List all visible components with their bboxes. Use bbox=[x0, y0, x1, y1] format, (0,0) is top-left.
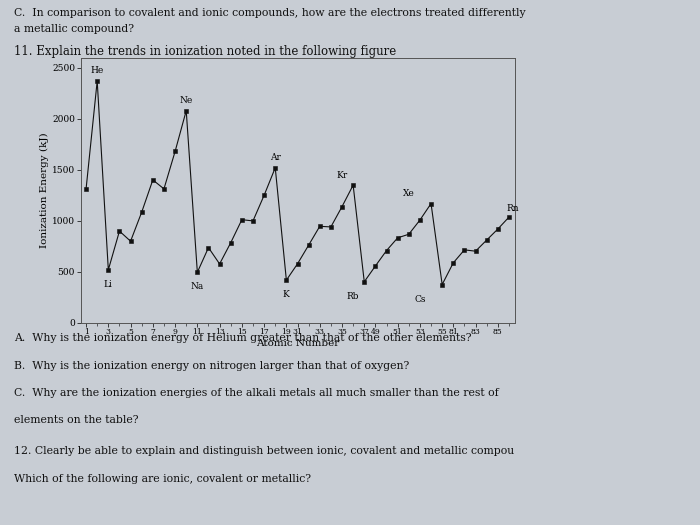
Text: Cs: Cs bbox=[414, 295, 426, 304]
Text: Ar: Ar bbox=[270, 153, 281, 162]
Text: Kr: Kr bbox=[337, 171, 348, 180]
Text: He: He bbox=[90, 66, 104, 76]
Text: Ne: Ne bbox=[180, 96, 193, 105]
Text: K: K bbox=[283, 290, 290, 299]
Text: Li: Li bbox=[104, 280, 113, 289]
Y-axis label: Ionization Energy (kJ): Ionization Energy (kJ) bbox=[40, 132, 49, 248]
Text: Rn: Rn bbox=[507, 204, 519, 213]
Text: C.  Why are the ionization energies of the alkali metals all much smaller than t: C. Why are the ionization energies of th… bbox=[14, 388, 498, 398]
Text: Rb: Rb bbox=[347, 292, 359, 301]
Text: Na: Na bbox=[190, 282, 204, 291]
Text: elements on the table?: elements on the table? bbox=[14, 415, 139, 425]
Text: a metallic compound?: a metallic compound? bbox=[14, 24, 134, 34]
Text: C.  In comparison to covalent and ionic compounds, how are the electrons treated: C. In comparison to covalent and ionic c… bbox=[14, 8, 526, 18]
Text: 11. Explain the trends in ionization noted in the following figure: 11. Explain the trends in ionization not… bbox=[14, 45, 396, 58]
Text: Xe: Xe bbox=[403, 189, 414, 198]
Text: 12. Clearly be able to explain and distinguish between ionic, covalent and metal: 12. Clearly be able to explain and disti… bbox=[14, 446, 514, 456]
Text: A.  Why is the ionization energy of Helium greater than that of the other elemen: A. Why is the ionization energy of Heliu… bbox=[14, 333, 472, 343]
X-axis label: Atomic Number: Atomic Number bbox=[256, 339, 339, 348]
Text: Which of the following are ionic, covalent or metallic?: Which of the following are ionic, covale… bbox=[14, 474, 311, 484]
Text: B.  Why is the ionization energy on nitrogen larger than that of oxygen?: B. Why is the ionization energy on nitro… bbox=[14, 361, 409, 371]
